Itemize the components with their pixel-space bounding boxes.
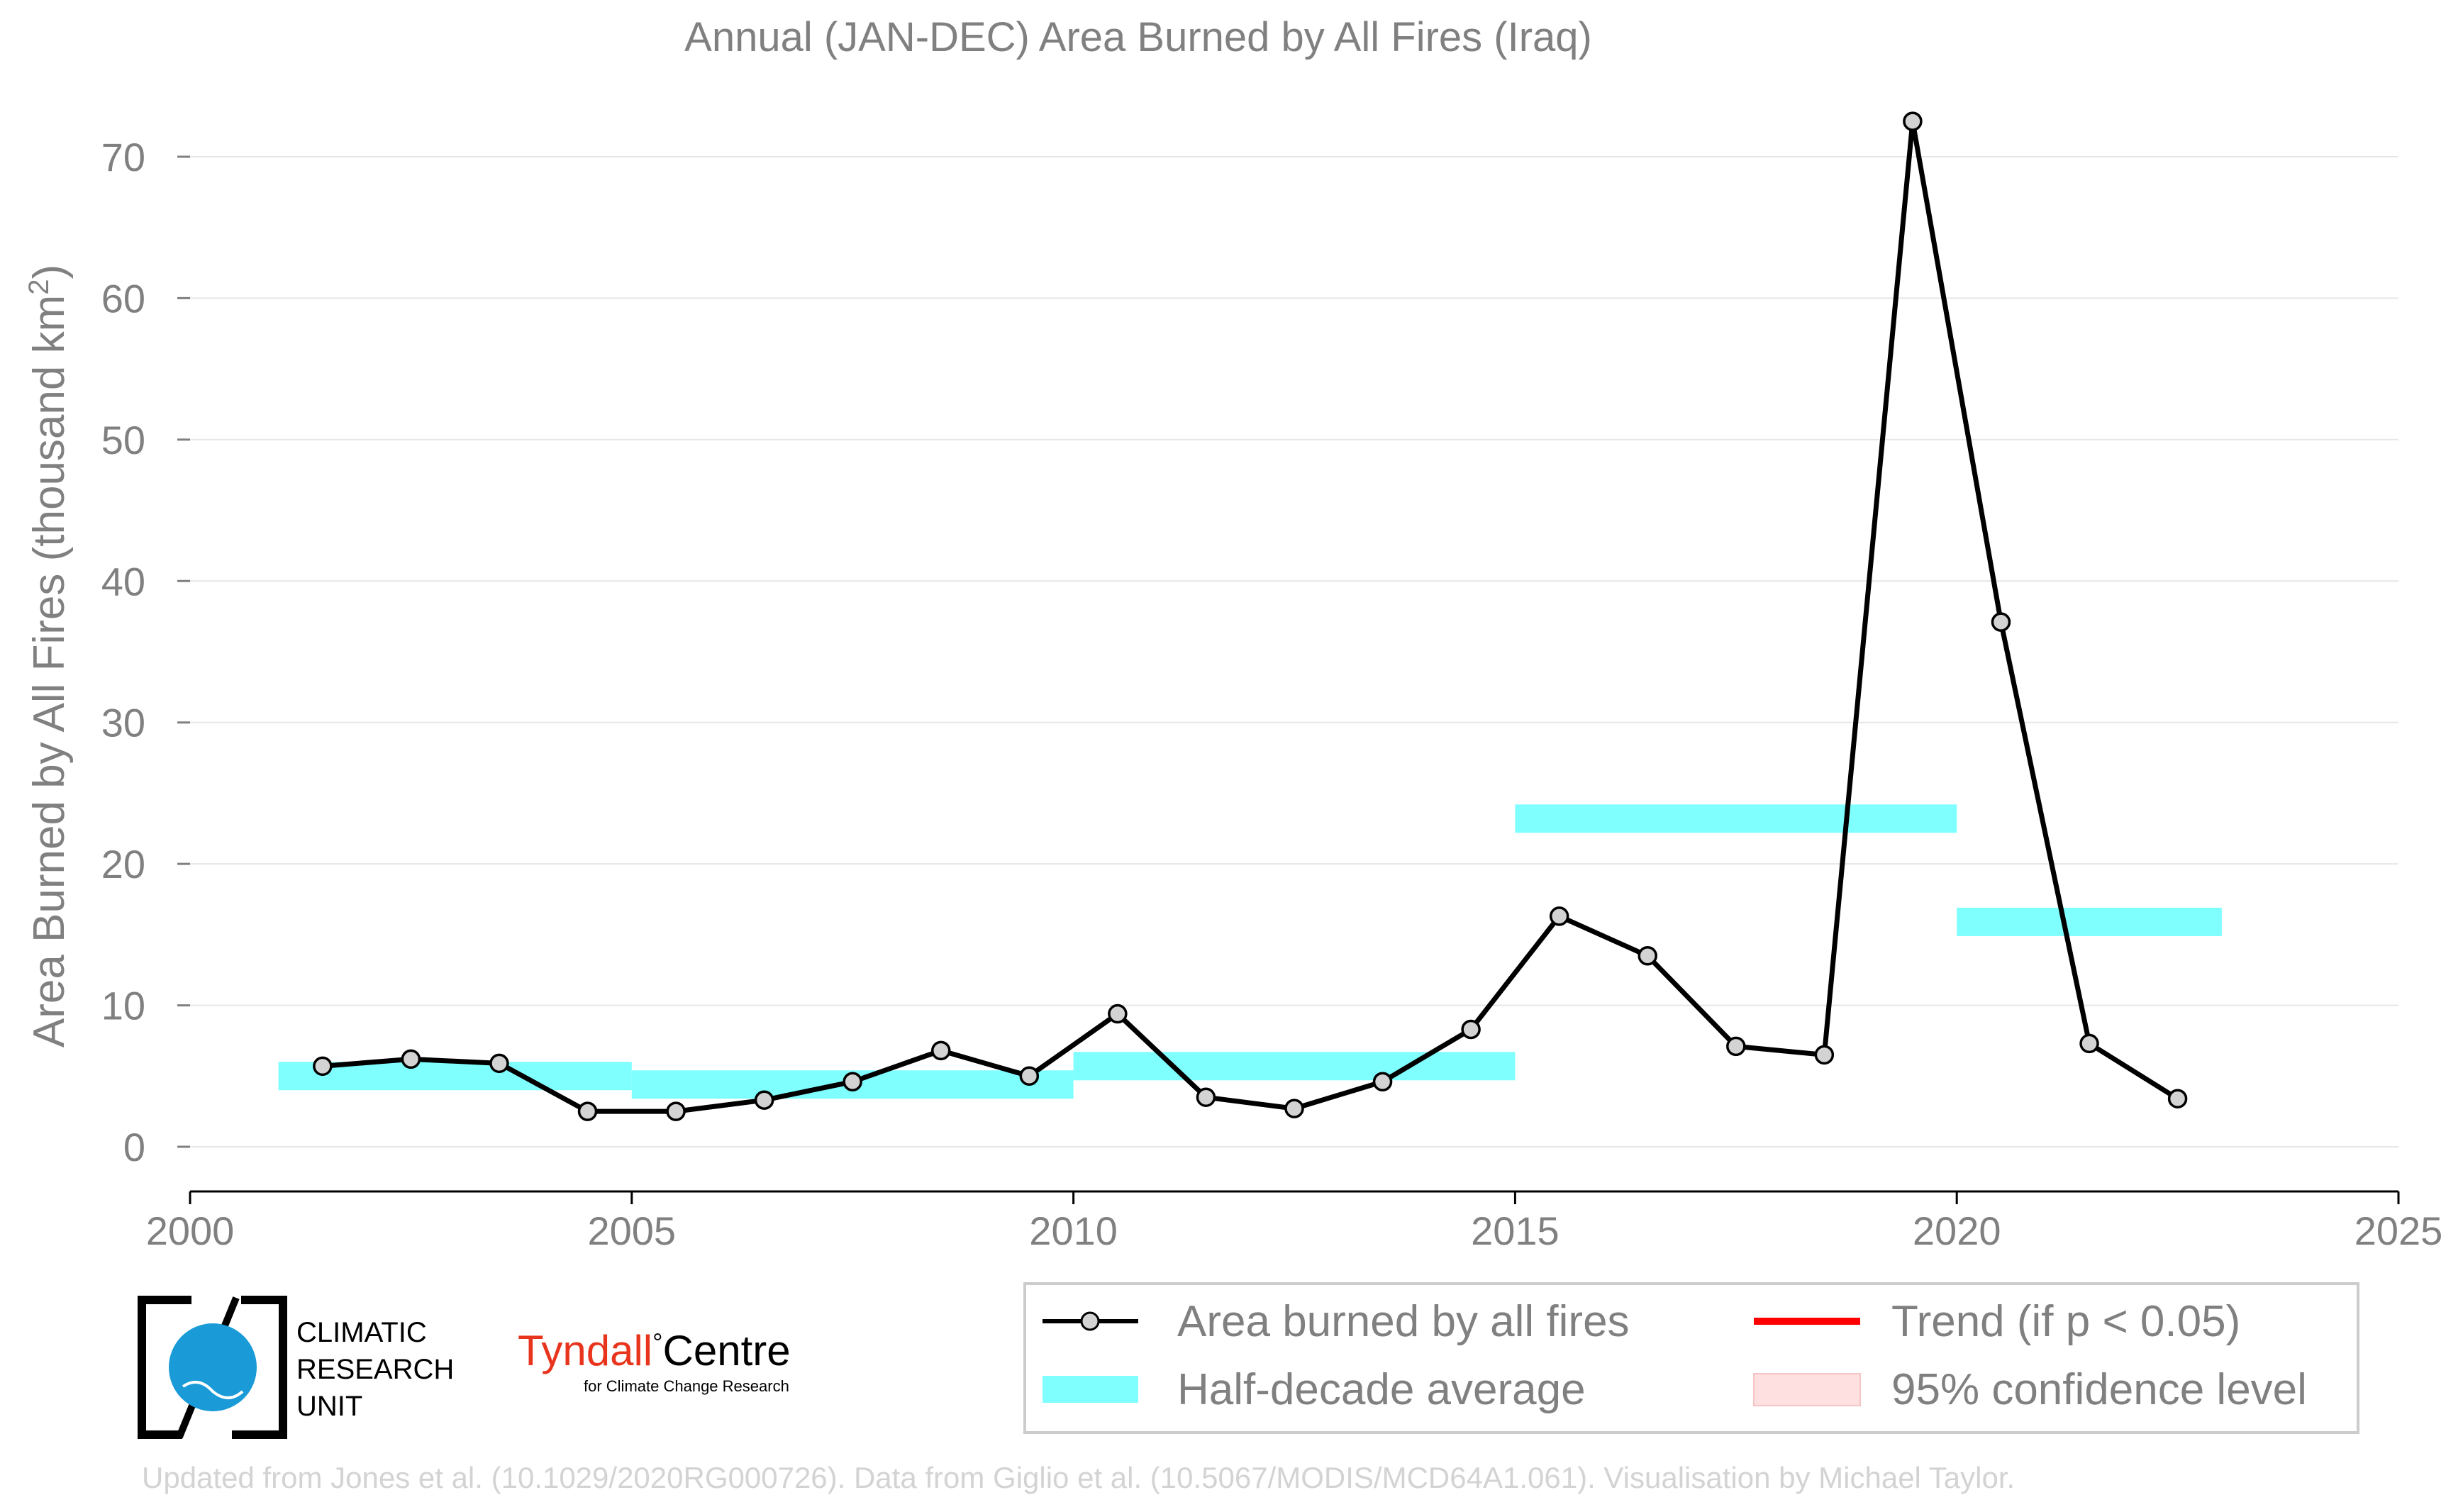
y-tick-label-50: 50 (101, 418, 145, 462)
x-tick-label-2000: 2000 (146, 1208, 235, 1253)
cru-logo-bracket-right (232, 1296, 287, 1439)
y-tick-label-20: 20 (101, 842, 145, 886)
data-point-11 (1284, 1099, 1304, 1118)
cru-logo-line2: RESEARCH (296, 1354, 454, 1385)
half-decade-band-4 (1957, 907, 2222, 936)
data-point-7 (931, 1040, 951, 1061)
half-decade-band-2 (1073, 1052, 1516, 1081)
data-point-8 (1019, 1066, 1040, 1086)
legend-label-confidence: 95% confidence level (1891, 1365, 2307, 1414)
legend-label-half-decade: Half-decade average (1177, 1365, 1586, 1414)
tyndall-logo: Tyndall°Centre for Climate Change Resear… (518, 1327, 791, 1395)
y-tick-label-30: 30 (101, 701, 145, 745)
y-axis-label-superscript: 2 (23, 279, 55, 295)
data-point-19 (1991, 612, 2011, 632)
x-tick-label-2005: 2005 (588, 1208, 677, 1253)
data-point-14 (1549, 906, 1569, 926)
data-point-18 (1903, 111, 1923, 131)
tyndall-logo-tagline: for Climate Change Research (584, 1377, 789, 1395)
legend-label-area-burned: Area burned by all fires (1177, 1297, 1630, 1346)
legend-swatch-confidence (1753, 1373, 1861, 1406)
x-tick-label-2015: 2015 (1471, 1208, 1559, 1253)
y-tick-label-70: 70 (101, 135, 145, 179)
cru-logo-line3: UNIT (296, 1391, 362, 1422)
data-point-4 (666, 1101, 686, 1121)
legend-frame (1023, 1282, 2359, 1434)
legend-label-trend: Trend (if p < 0.05) (1891, 1297, 2240, 1346)
data-point-0 (313, 1056, 333, 1077)
tyndall-name2: Centre (663, 1327, 791, 1374)
tyndall-degree: ° (652, 1328, 662, 1357)
data-point-20 (2079, 1033, 2099, 1054)
x-tick-label-2020: 2020 (1913, 1208, 2001, 1253)
cru-logo-line1: CLIMATIC (296, 1317, 427, 1348)
half-decade-band-3 (1515, 804, 1957, 833)
y-tick-label-10: 10 (101, 984, 145, 1028)
data-point-12 (1372, 1072, 1393, 1092)
data-point-15 (1638, 946, 1657, 966)
globe-landmass-icon (182, 1380, 244, 1399)
series-line (322, 118, 2179, 1114)
y-axis-label-suffix: ) (25, 265, 74, 279)
y-tick-label-0: 0 (123, 1125, 145, 1169)
y-tick-label-40: 40 (101, 559, 145, 604)
cru-logo: CLIMATIC RESEARCH UNIT (138, 1296, 454, 1439)
y-axis-ticks: 0 10 20 30 40 50 60 70 (101, 135, 190, 1169)
tyndall-name1: Tyndall (518, 1327, 652, 1374)
data-point-10 (1196, 1087, 1216, 1107)
data-point-1 (401, 1049, 421, 1069)
data-point-6 (843, 1072, 862, 1092)
globe-icon (169, 1323, 257, 1411)
data-point-9 (1108, 1004, 1128, 1024)
cru-logo-bracket-left (138, 1296, 191, 1439)
half-decade-bands (278, 804, 2222, 1099)
legend-swatch-half-decade (1043, 1376, 1138, 1403)
legend-swatch-marker (1080, 1311, 1100, 1331)
data-point-5 (754, 1090, 774, 1110)
data-point-17 (1814, 1045, 1835, 1065)
legend: Area burned by all fires Half-decade ave… (1023, 1282, 2359, 1434)
data-point-16 (1726, 1036, 1746, 1057)
data-point-3 (577, 1101, 598, 1121)
y-axis-label-main: Area Burned by All Fires (thousand km (25, 295, 74, 1047)
y-axis-label: Area Burned by All Fires (thousand km2) (23, 265, 74, 1047)
data-point-21 (2167, 1089, 2188, 1108)
chart-title: Annual (JAN-DEC) Area Burned by All Fire… (684, 14, 1592, 60)
tyndall-logo-name: Tyndall°Centre (518, 1327, 791, 1374)
x-tick-label-2025: 2025 (2354, 1208, 2443, 1253)
x-axis-ticks: 2000 2005 2010 2015 2020 2025 (146, 1191, 2443, 1253)
x-tick-label-2010: 2010 (1029, 1208, 1118, 1253)
data-point-13 (1461, 1019, 1481, 1040)
footer-credits: Updated from Jones et al. (10.1029/2020R… (142, 1461, 2015, 1494)
grid-lines (190, 156, 2398, 1147)
series-area-burned (313, 111, 2188, 1121)
y-tick-label-60: 60 (101, 276, 145, 321)
data-point-2 (489, 1053, 509, 1074)
